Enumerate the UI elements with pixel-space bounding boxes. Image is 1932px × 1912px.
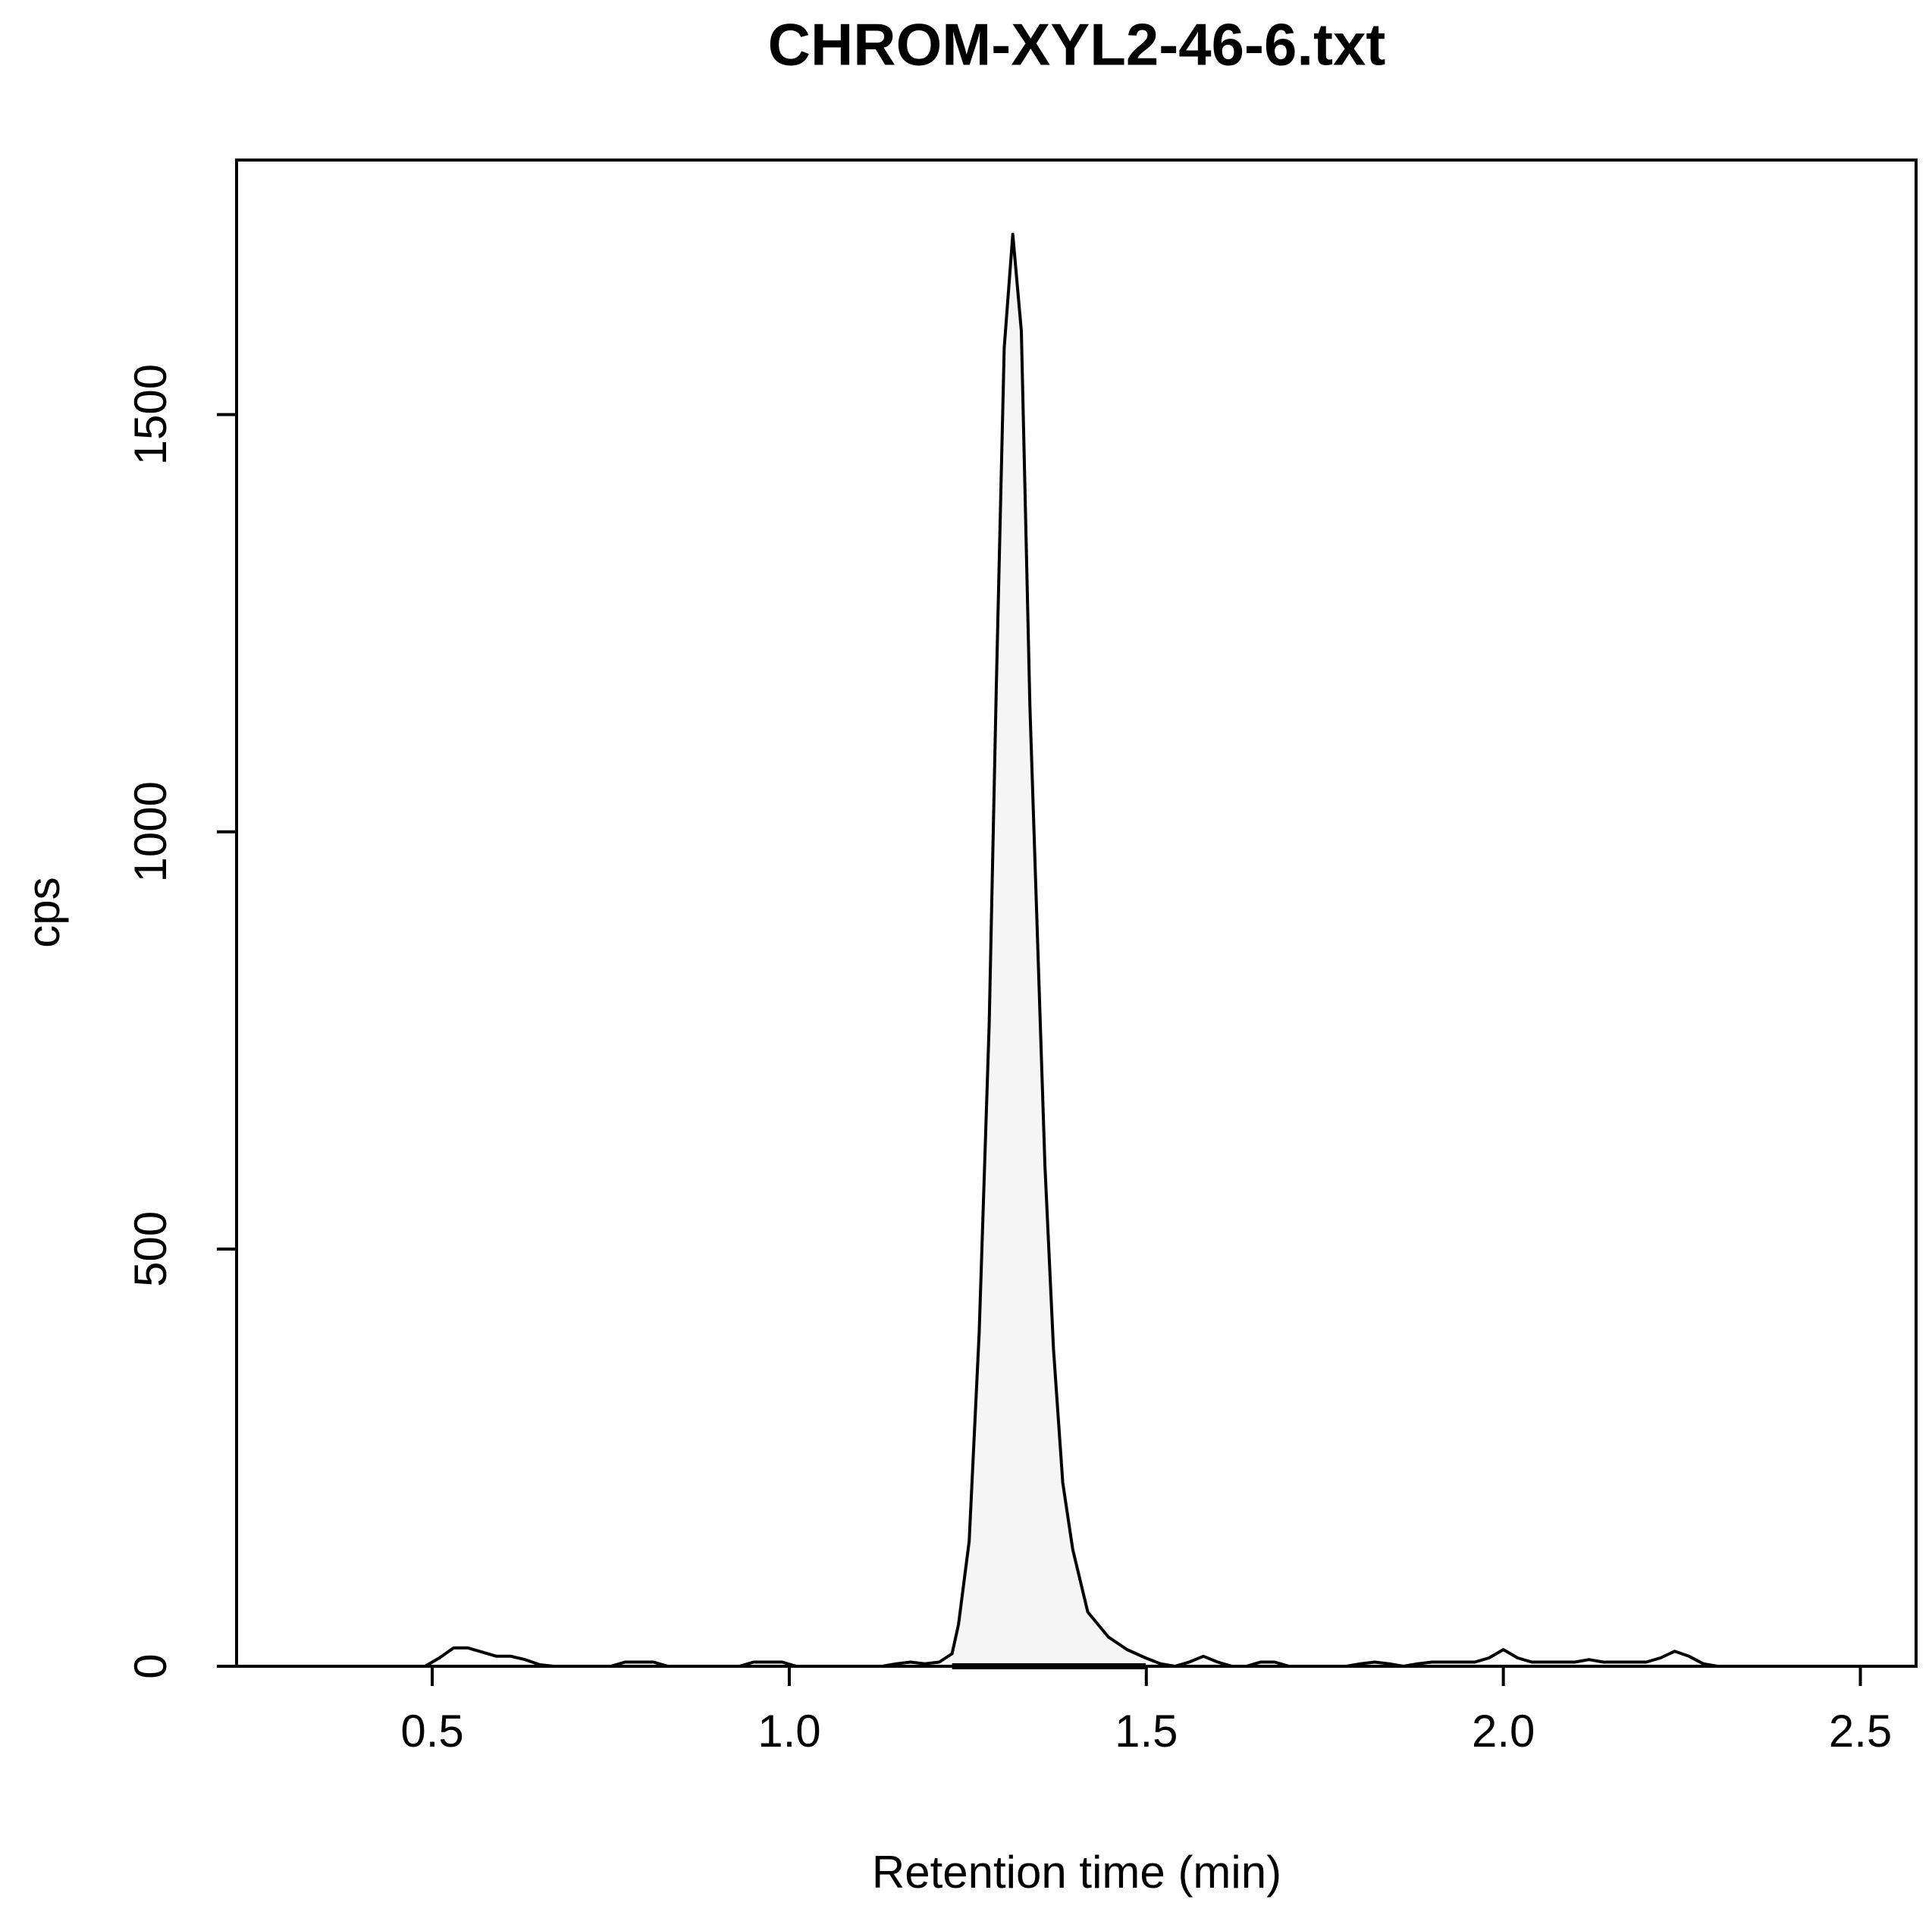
peak-area (952, 234, 1146, 1666)
x-tick-label: 0.5 (400, 1706, 463, 1757)
y-axis-label: cps (18, 877, 69, 947)
x-tick-label: 1.0 (757, 1706, 820, 1757)
y-tick-label: 1500 (125, 364, 176, 465)
x-tick-label: 1.5 (1115, 1706, 1178, 1757)
x-tick-label: 2.0 (1472, 1706, 1535, 1757)
y-tick-label: 0 (125, 1653, 176, 1678)
y-tick-label: 1000 (125, 781, 176, 882)
plot-frame (235, 159, 1918, 1668)
chart-title: CHROM-XYL2-46-6.txt (768, 11, 1386, 78)
x-tick-label: 2.5 (1829, 1706, 1892, 1757)
x-axis-label: Retention time (min) (872, 1847, 1281, 1898)
chromatogram-line (410, 232, 1732, 1668)
y-tick-label: 500 (125, 1211, 176, 1287)
